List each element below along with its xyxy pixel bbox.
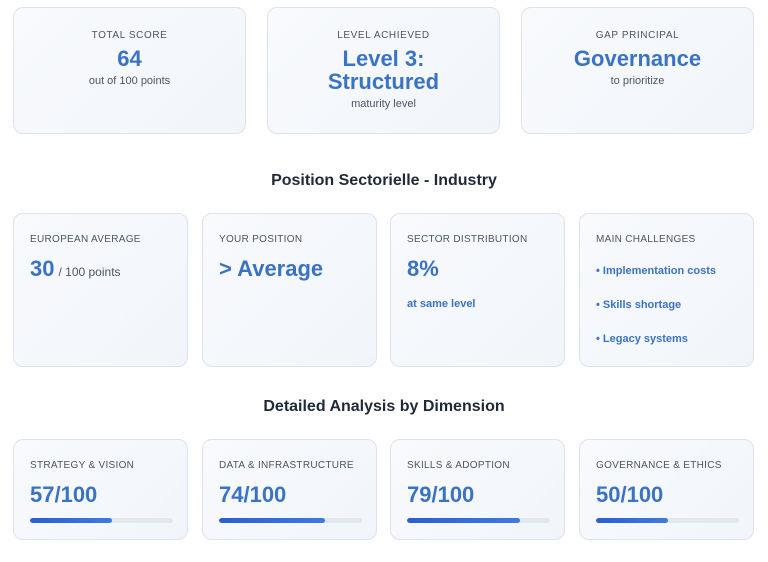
dimension-score: 50/100 — [596, 482, 664, 507]
sector-distribution-label: SECTOR DISTRIBUTION — [407, 234, 528, 245]
level-achieved-card: LEVEL ACHIEVED Level 3: Structured matur… — [267, 7, 500, 134]
dimension-label: GOVERNANCE & ETHICS — [596, 460, 722, 471]
dimension-label: DATA & INFRASTRUCTURE — [219, 460, 354, 471]
dimensions-section-title: Detailed Analysis by Dimension — [263, 398, 505, 415]
gap-principal-sub: to prioritize — [610, 75, 665, 87]
total-score-card: TOTAL SCORE 64 out of 100 points — [13, 7, 246, 134]
european-average-value: 30/ 100 points — [30, 256, 121, 282]
dimension-score: 74/100 — [219, 482, 287, 507]
level-achieved-sub: maturity level — [351, 98, 416, 110]
gap-principal-label: GAP PRINCIPAL — [595, 30, 680, 41]
challenge-item: • Legacy systems — [596, 333, 688, 345]
total-score-sub: out of 100 points — [88, 75, 171, 87]
dimension-score: 79/100 — [407, 482, 475, 507]
progress-track — [596, 518, 739, 523]
dimension-card-governance: GOVERNANCE & ETHICS 50/100 — [579, 439, 754, 540]
dimension-label: STRATEGY & VISION — [30, 460, 135, 471]
dimension-card-data: DATA & INFRASTRUCTURE 74/100 — [202, 439, 377, 540]
total-score-value: 64 — [117, 46, 142, 71]
total-score-label: TOTAL SCORE — [91, 30, 168, 41]
dimension-label: SKILLS & ADOPTION — [407, 460, 510, 471]
progress-fill — [596, 518, 668, 523]
your-position-card: YOUR POSITION > Average — [202, 213, 377, 367]
your-position-value: > Average — [219, 256, 324, 281]
level-achieved-value: Level 3: Structured — [327, 46, 440, 94]
progress-track — [407, 518, 550, 523]
challenge-item: • Implementation costs — [596, 265, 716, 277]
main-challenges-label: MAIN CHALLENGES — [596, 234, 696, 245]
your-position-label: YOUR POSITION — [219, 234, 303, 245]
progress-fill — [407, 518, 520, 523]
sector-distribution-card: SECTOR DISTRIBUTION 8% at same level — [390, 213, 565, 367]
progress-fill — [219, 518, 325, 523]
progress-track — [219, 518, 362, 523]
sector-section-title: Position Sectorielle - Industry — [271, 172, 497, 189]
progress-fill — [30, 518, 112, 523]
european-average-number: 30 — [30, 256, 55, 281]
gap-principal-card: GAP PRINCIPAL Governance to prioritize — [521, 7, 754, 134]
sector-distribution-value: 8% — [407, 256, 439, 281]
level-achieved-label: LEVEL ACHIEVED — [337, 30, 430, 41]
dimension-card-strategy: STRATEGY & VISION 57/100 — [13, 439, 188, 540]
main-challenges-card: MAIN CHALLENGES • Implementation costs •… — [579, 213, 754, 367]
gap-principal-value: Governance — [573, 46, 702, 71]
european-average-card: EUROPEAN AVERAGE 30/ 100 points — [13, 213, 188, 367]
european-average-suffix: / 100 points — [58, 265, 121, 279]
progress-track — [30, 518, 173, 523]
challenge-item: • Skills shortage — [596, 299, 682, 311]
european-average-label: EUROPEAN AVERAGE — [30, 234, 141, 245]
dimension-card-skills: SKILLS & ADOPTION 79/100 — [390, 439, 565, 540]
dimension-score: 57/100 — [30, 482, 98, 507]
sector-distribution-note: at same level — [407, 298, 476, 310]
